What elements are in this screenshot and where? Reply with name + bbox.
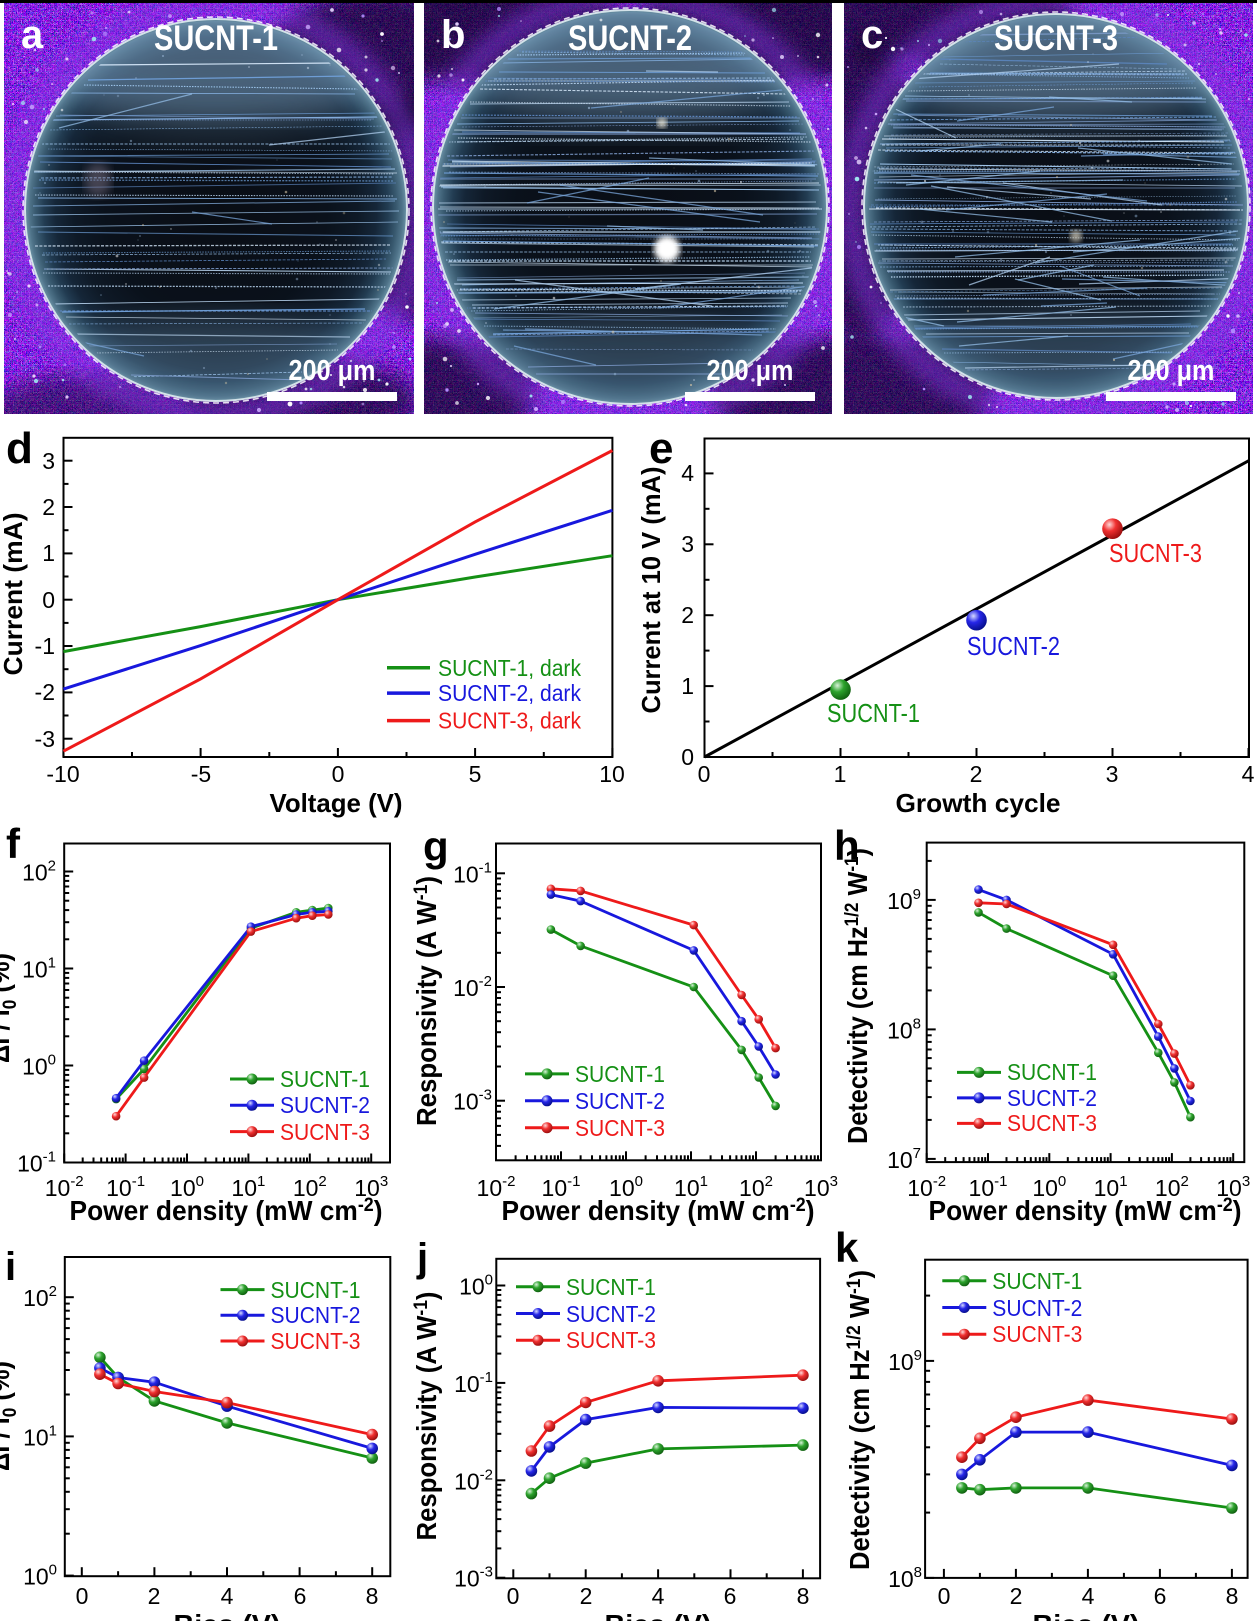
svg-text:3: 3 — [681, 531, 694, 557]
svg-text:SUCNT-2: SUCNT-2 — [280, 1092, 370, 1118]
svg-text:4: 4 — [652, 1583, 665, 1609]
svg-text:SUCNT-1: SUCNT-1 — [827, 698, 920, 728]
svg-text:4: 4 — [1242, 761, 1255, 787]
svg-text:SUCNT-3: SUCNT-3 — [271, 1328, 361, 1354]
svg-text:4: 4 — [1082, 1583, 1095, 1609]
svg-text:SUCNT-1, dark: SUCNT-1, dark — [438, 655, 581, 681]
svg-text:SUCNT-1: SUCNT-1 — [992, 1268, 1082, 1294]
svg-text:200 μm: 200 μm — [707, 355, 794, 387]
svg-text:Responsivity (A W-1): Responsivity (A W-1) — [411, 1292, 442, 1541]
svg-text:j: j — [416, 1236, 428, 1280]
svg-text:SUCNT-2: SUCNT-2 — [566, 1301, 656, 1327]
svg-text:f: f — [6, 820, 21, 867]
svg-text:SUCNT-1: SUCNT-1 — [566, 1274, 656, 1300]
svg-text:h: h — [834, 822, 860, 869]
svg-text:g: g — [423, 823, 449, 870]
svg-text:-10: -10 — [46, 761, 79, 787]
svg-text:Responsivity (A W-1): Responsivity (A W-1) — [411, 876, 442, 1126]
svg-text:6: 6 — [724, 1583, 737, 1609]
svg-text:i: i — [5, 1245, 16, 1289]
svg-text:4: 4 — [681, 460, 694, 486]
svg-text:-1: -1 — [35, 633, 55, 659]
svg-text:10-2: 10-2 — [453, 973, 492, 1001]
svg-text:Bias (V): Bias (V) — [174, 1609, 281, 1621]
svg-text:SUCNT-2: SUCNT-2 — [271, 1302, 361, 1328]
svg-text:Bias (V): Bias (V) — [1033, 1609, 1140, 1621]
svg-text:a: a — [21, 13, 44, 57]
svg-text:5: 5 — [469, 761, 482, 787]
svg-text:SUCNT-2: SUCNT-2 — [575, 1088, 665, 1114]
svg-text:SUCNT-3: SUCNT-3 — [1007, 1110, 1097, 1136]
svg-text:Growth cycle: Growth cycle — [896, 788, 1061, 818]
svg-text:200 μm: 200 μm — [289, 355, 376, 387]
svg-text:SUCNT-3, dark: SUCNT-3, dark — [438, 708, 581, 734]
svg-text:Detectivity (cm Hz1/2 W-1): Detectivity (cm Hz1/2 W-1) — [842, 848, 873, 1144]
svg-text:0: 0 — [42, 587, 55, 613]
svg-text:SUCNT-2: SUCNT-2 — [992, 1295, 1082, 1321]
svg-text:0: 0 — [332, 761, 345, 787]
svg-text:8: 8 — [797, 1583, 810, 1609]
svg-text:3: 3 — [42, 448, 55, 474]
svg-text:SUCNT-2: SUCNT-2 — [967, 631, 1060, 661]
svg-text:b: b — [441, 13, 465, 57]
svg-text:SUCNT-1: SUCNT-1 — [271, 1277, 361, 1303]
svg-text:1: 1 — [681, 673, 694, 699]
svg-text:Power density (mW cm-2): Power density (mW cm-2) — [70, 1195, 383, 1226]
svg-text:0: 0 — [507, 1583, 520, 1609]
svg-text:c: c — [861, 13, 883, 57]
svg-text:SUCNT-3: SUCNT-3 — [280, 1119, 370, 1145]
svg-text:2: 2 — [580, 1583, 593, 1609]
svg-text:0: 0 — [938, 1583, 951, 1609]
svg-text:SUCNT-2: SUCNT-2 — [568, 19, 692, 58]
svg-text:SUCNT-3: SUCNT-3 — [994, 19, 1118, 58]
svg-text:3: 3 — [1106, 761, 1119, 787]
svg-text:0: 0 — [681, 744, 694, 770]
svg-text:200 μm: 200 μm — [1128, 355, 1215, 387]
svg-text:0: 0 — [698, 761, 711, 787]
svg-text:e: e — [649, 424, 673, 473]
svg-text:SUCNT-3: SUCNT-3 — [575, 1115, 665, 1141]
svg-text:SUCNT-1: SUCNT-1 — [1007, 1059, 1097, 1085]
svg-text:2: 2 — [1010, 1583, 1023, 1609]
svg-text:SUCNT-3: SUCNT-3 — [992, 1321, 1082, 1347]
svg-text:-5: -5 — [191, 761, 211, 787]
svg-text:Power density (mW cm-2): Power density (mW cm-2) — [929, 1195, 1242, 1226]
svg-text:SUCNT-1: SUCNT-1 — [575, 1061, 665, 1087]
svg-text:4: 4 — [221, 1583, 234, 1609]
svg-text:k: k — [835, 1224, 859, 1271]
svg-text:SUCNT-1: SUCNT-1 — [154, 19, 278, 58]
svg-text:101: 101 — [22, 955, 56, 983]
svg-text:Detectivity (cm Hz1/2 W-1): Detectivity (cm Hz1/2 W-1) — [844, 1270, 875, 1570]
svg-text:Current at 10 V (mA): Current at 10 V (mA) — [636, 467, 666, 714]
svg-text:SUCNT-3: SUCNT-3 — [1109, 538, 1202, 568]
svg-text:d: d — [6, 424, 33, 473]
svg-text:SUCNT-2, dark: SUCNT-2, dark — [438, 680, 581, 706]
svg-text:6: 6 — [1154, 1583, 1167, 1609]
svg-text:1: 1 — [834, 761, 847, 787]
svg-text:-3: -3 — [35, 726, 55, 752]
svg-text:10-2: 10-2 — [45, 1173, 84, 1201]
svg-text:0: 0 — [76, 1583, 89, 1609]
svg-text:Current (mA): Current (mA) — [0, 513, 28, 676]
svg-text:2: 2 — [148, 1583, 161, 1609]
svg-text:2: 2 — [681, 602, 694, 628]
svg-text:SUCNT-1: SUCNT-1 — [280, 1066, 370, 1092]
svg-text:SUCNT-3: SUCNT-3 — [566, 1327, 656, 1353]
svg-text:-2: -2 — [35, 679, 55, 705]
svg-text:Bias (V): Bias (V) — [605, 1609, 712, 1621]
svg-text:Voltage (V): Voltage (V) — [270, 788, 403, 818]
svg-text:10-1: 10-1 — [542, 1173, 581, 1201]
svg-text:Power density (mW cm-2): Power density (mW cm-2) — [502, 1195, 815, 1226]
svg-text:8: 8 — [1226, 1583, 1239, 1609]
svg-text:10: 10 — [599, 761, 625, 787]
svg-text:SUCNT-2: SUCNT-2 — [1007, 1085, 1097, 1111]
svg-text:6: 6 — [294, 1583, 307, 1609]
svg-text:2: 2 — [970, 761, 983, 787]
svg-text:1: 1 — [42, 540, 55, 566]
svg-text:2: 2 — [42, 494, 55, 520]
svg-text:10-1: 10-1 — [453, 859, 492, 887]
svg-text:8: 8 — [366, 1583, 379, 1609]
